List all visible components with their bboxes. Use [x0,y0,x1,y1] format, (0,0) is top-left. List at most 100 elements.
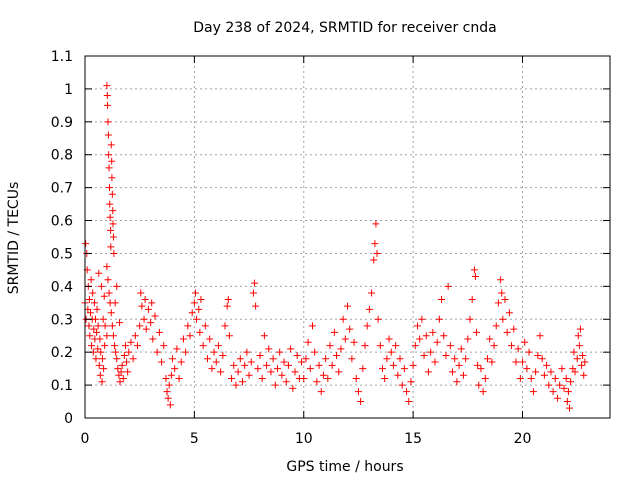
data-point [105,289,113,297]
data-point [405,398,413,406]
data-point [214,342,222,350]
data-point [563,398,571,406]
data-point [121,342,129,350]
data-point [446,342,454,350]
data-point [574,332,582,340]
data-point [100,292,108,300]
data-point [109,220,117,228]
data-point [370,256,378,264]
data-point [471,272,479,280]
data-point [309,322,316,330]
plot-frame [84,55,611,419]
data-point [276,348,284,356]
data-point [381,375,389,383]
data-point [306,365,314,373]
data-point [576,325,584,333]
data-point [93,305,101,313]
data-point [302,355,310,363]
data-point [88,342,96,350]
data-point [243,348,251,356]
data-point [92,315,99,323]
data-point [258,375,266,383]
data-point [580,371,588,379]
data-point [503,328,511,336]
data-point [190,299,198,307]
data-point [396,355,404,363]
data-point [311,348,319,356]
data-point [107,226,115,234]
data-point [416,335,424,343]
data-point [169,355,176,363]
data-point [245,371,253,379]
data-point [118,361,126,369]
data-point [300,375,308,383]
data-point [566,404,574,412]
data-point [129,355,137,363]
data-point [357,398,365,406]
data-point [254,365,262,373]
data-point [376,342,384,350]
data-point [96,371,104,379]
data-point [322,355,330,363]
data-point [94,345,102,353]
data-point [492,322,500,330]
data-point [113,282,121,290]
data-point [280,358,288,366]
data-point [141,296,149,304]
data-point [304,338,312,346]
data-point [96,335,104,343]
data-point [148,299,156,307]
data-point [119,375,127,383]
data-point [444,282,452,290]
data-point [438,296,446,304]
data-point [87,276,95,284]
data-point [468,296,476,304]
data-point [374,315,382,323]
data-point [106,184,113,192]
data-point [217,368,225,376]
data-point [556,381,564,389]
data-point [171,365,179,373]
data-point [575,342,583,350]
data-point [263,361,271,369]
data-point [210,348,218,356]
y-tick-label: 0.6 [51,214,73,230]
data-point [127,338,135,346]
data-point [101,342,109,350]
grid-lines [85,56,610,418]
data-point [199,342,207,350]
data-point [219,351,227,359]
data-point [418,315,426,323]
data-point [287,345,295,353]
data-point [247,358,255,366]
data-point [138,302,146,310]
data-point [289,384,297,392]
data-point [274,365,281,373]
y-tick-label: 0.2 [51,345,73,361]
data-point [134,342,141,350]
data-point [383,355,391,363]
data-point [158,358,166,366]
data-point [352,375,360,383]
data-point [234,368,242,376]
data-point [140,315,148,323]
data-point [466,315,474,323]
data-point [123,358,131,366]
data-point [109,233,117,241]
data-point [109,207,117,215]
y-tick-label: 0.8 [51,148,73,164]
data-point [499,315,507,323]
data-point [350,338,358,346]
data-point [319,371,327,379]
data-point [90,325,98,333]
data-point [363,322,371,330]
data-point [346,325,354,333]
data-point [165,381,173,389]
data-point [409,361,417,369]
data-point [284,361,292,369]
data-point [155,328,163,336]
x-axis-label: GPS time / hours [286,459,403,475]
data-point [481,375,489,383]
data-point [365,305,373,313]
data-point [324,375,332,383]
